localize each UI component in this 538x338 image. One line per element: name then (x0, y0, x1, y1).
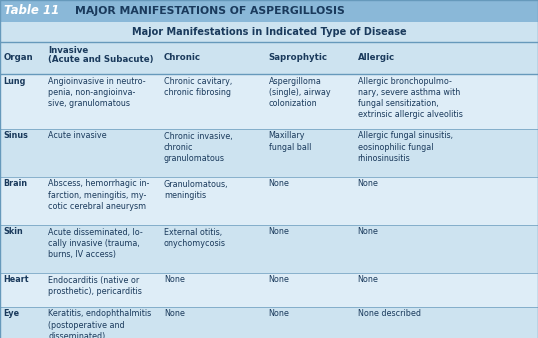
Text: None: None (358, 227, 378, 237)
Bar (0, 307, 538, 338)
Text: None: None (358, 179, 378, 189)
Bar (0, 42, 538, 74)
Bar (0, 273, 538, 307)
Text: None: None (269, 310, 289, 318)
Text: None: None (358, 275, 378, 285)
Text: Abscess, hemorrhagic in-
farction, meningitis, my-
cotic cerebral aneurysm: Abscess, hemorrhagic in- farction, menin… (48, 179, 150, 211)
Text: Allergic bronchopulmo-
nary, severe asthma with
fungal sensitization,
extrinsic : Allergic bronchopulmo- nary, severe asth… (358, 76, 462, 119)
Bar (0, 129, 538, 177)
Bar (0, 22, 538, 42)
Text: Acute disseminated, lo-
cally invasive (trauma,
burns, IV access): Acute disseminated, lo- cally invasive (… (48, 227, 143, 259)
Text: Saprophytic: Saprophytic (269, 53, 328, 63)
Text: Allergic: Allergic (358, 53, 395, 63)
Text: Allergic fungal sinusitis,
eosinophilic fungal
rhinosinusitis: Allergic fungal sinusitis, eosinophilic … (358, 131, 452, 163)
Text: None: None (164, 310, 185, 318)
Text: None: None (269, 179, 289, 189)
Bar (0, 74, 538, 129)
Text: Major Manifestations in Indicated Type of Disease: Major Manifestations in Indicated Type o… (132, 27, 406, 37)
Text: External otitis,
onychomycosis: External otitis, onychomycosis (164, 227, 226, 248)
Text: None: None (164, 275, 185, 285)
Text: None: None (269, 227, 289, 237)
Text: Chronic cavitary,
chronic fibrosing: Chronic cavitary, chronic fibrosing (164, 76, 232, 97)
Text: Eye: Eye (4, 310, 19, 318)
Text: Sinus: Sinus (4, 131, 29, 141)
Text: Keratitis, endophthalmitis
(postoperative and
disseminated): Keratitis, endophthalmitis (postoperativ… (48, 310, 151, 338)
Text: Chronic: Chronic (164, 53, 201, 63)
Text: Invasive: Invasive (48, 46, 88, 55)
Text: Heart: Heart (4, 275, 29, 285)
Text: Brain: Brain (4, 179, 27, 189)
Text: None: None (269, 275, 289, 285)
Text: Endocarditis (native or
prosthetic), pericarditis: Endocarditis (native or prosthetic), per… (48, 275, 142, 296)
Text: Acute invasive: Acute invasive (48, 131, 107, 141)
Bar (0, 225, 538, 273)
Text: Table 11: Table 11 (4, 4, 59, 18)
Text: Maxillary
fungal ball: Maxillary fungal ball (269, 131, 311, 152)
Text: Organ: Organ (4, 53, 33, 63)
Text: Granulomatous,
meningitis: Granulomatous, meningitis (164, 179, 228, 200)
Text: Lung: Lung (4, 76, 26, 86)
Text: None described: None described (358, 310, 421, 318)
Text: (Acute and Subacute): (Acute and Subacute) (48, 55, 154, 64)
Text: MAJOR MANIFESTATIONS OF ASPERGILLOSIS: MAJOR MANIFESTATIONS OF ASPERGILLOSIS (75, 6, 345, 16)
Bar (0, 0, 538, 22)
Text: Angioinvasive in neutro-
penia, non-angioinva-
sive, granulomatous: Angioinvasive in neutro- penia, non-angi… (48, 76, 146, 108)
Bar (0, 177, 538, 225)
Text: Skin: Skin (4, 227, 23, 237)
Text: Chronic invasive,
chronic
granulomatous: Chronic invasive, chronic granulomatous (164, 131, 232, 163)
Text: Aspergilloma
(single), airway
colonization: Aspergilloma (single), airway colonizati… (269, 76, 330, 108)
